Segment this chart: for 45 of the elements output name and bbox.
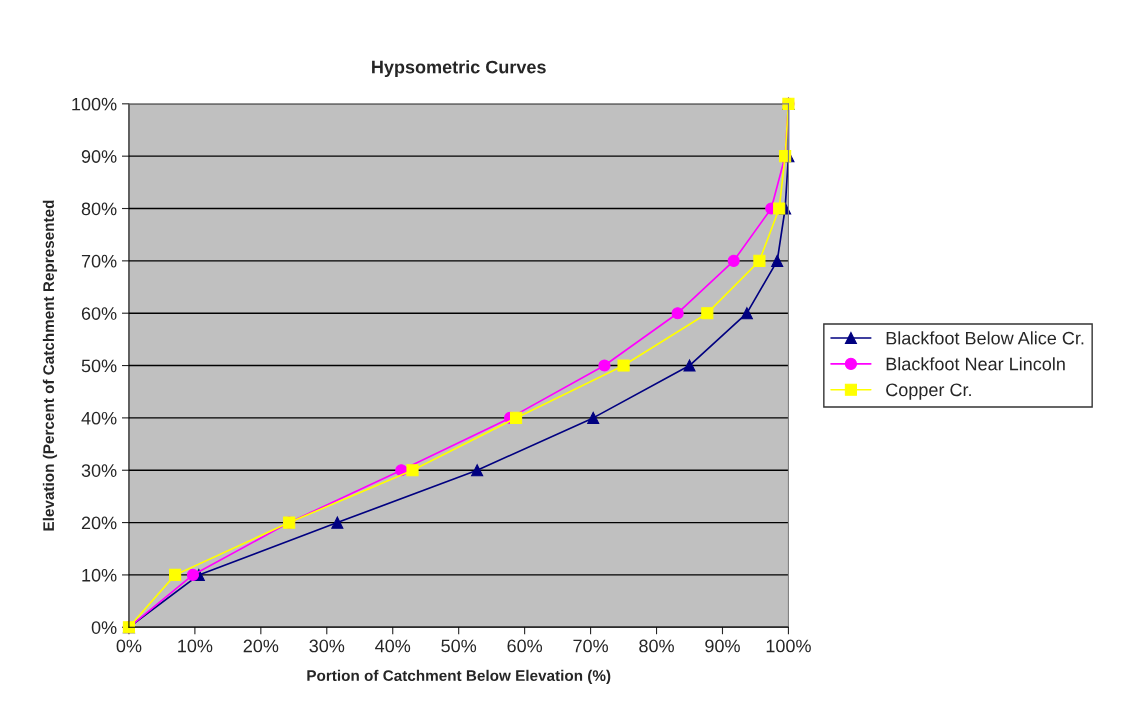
point — [471, 464, 484, 477]
point — [771, 254, 784, 267]
point — [331, 516, 344, 529]
y-tick-label: 100% — [72, 97, 117, 111]
y-tick-label: 60% — [81, 307, 117, 320]
point — [169, 568, 182, 581]
y-axis-title: Elevation (Percent of Catchment Represented — [42, 200, 58, 531]
x-tick-label: 60% — [507, 639, 543, 653]
legend-label: Blackfoot Near Lincoln — [886, 357, 1065, 371]
x-tick-label: 40% — [375, 639, 411, 653]
point — [753, 254, 766, 267]
x-tick-label: 30% — [309, 639, 345, 653]
point — [406, 464, 419, 477]
point — [683, 359, 696, 372]
point — [740, 307, 753, 320]
x-tick-label: 20% — [243, 639, 279, 653]
y-tick-label: 90% — [81, 150, 117, 163]
x-tick-label: 100% — [766, 639, 811, 653]
point — [587, 411, 600, 424]
chart-title: Hypsometric Curves — [372, 60, 546, 78]
x-tick-label: 90% — [705, 639, 740, 653]
point — [186, 568, 199, 581]
y-tick-label: 20% — [81, 516, 117, 530]
x-tick-label: 70% — [573, 639, 609, 653]
y-tick-label: 50% — [81, 359, 117, 373]
y-tick-label: 10% — [82, 568, 117, 582]
point — [598, 359, 611, 372]
x-tick-label: 80% — [639, 639, 674, 653]
y-tick-label: 70% — [81, 254, 117, 268]
point — [773, 202, 786, 215]
point — [671, 307, 684, 320]
y-tick-label: 80% — [81, 202, 117, 216]
y-tick-label: 40% — [81, 411, 117, 425]
x-tick-label: 0% — [116, 639, 142, 653]
x-tick-label: 10% — [178, 639, 213, 653]
legend-label: Copper Cr. — [886, 383, 971, 400]
x-tick-label: 50% — [441, 639, 477, 653]
point — [727, 254, 740, 267]
legend-label: Blackfoot Below Alice Cr. — [886, 331, 1084, 345]
x-axis-title: Portion of Catchment Below Elevation (%) — [307, 669, 611, 685]
y-tick-label: 30% — [81, 464, 117, 477]
point — [617, 359, 630, 372]
point — [701, 307, 714, 320]
point — [509, 411, 523, 424]
y-tick-label: 0% — [91, 621, 117, 634]
